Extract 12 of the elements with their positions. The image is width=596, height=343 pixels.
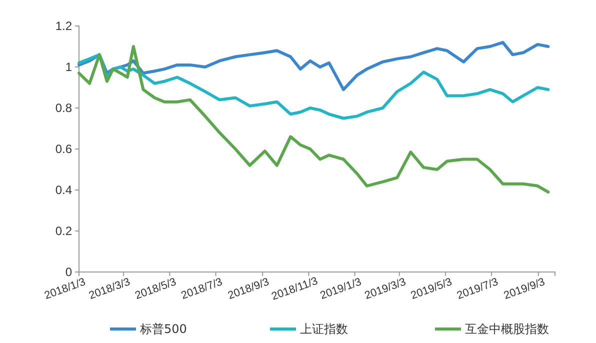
legend-label: 标普500 <box>139 322 187 336</box>
line-series <box>78 53 550 120</box>
y-tick-label: 1.2 <box>55 18 72 33</box>
line-series <box>78 45 550 194</box>
y-tick-label: 0.8 <box>55 100 72 115</box>
y-tick-label: 1 <box>65 60 72 74</box>
y-tick-label: 0.4 <box>55 182 72 197</box>
legend-label: 互金中概股指数 <box>465 322 549 336</box>
y-tick-label: 0.6 <box>55 142 72 156</box>
y-tick-label: 0 <box>65 264 72 279</box>
y-tick-label: 0.2 <box>55 224 72 238</box>
legend-label: 上证指数 <box>300 322 348 336</box>
